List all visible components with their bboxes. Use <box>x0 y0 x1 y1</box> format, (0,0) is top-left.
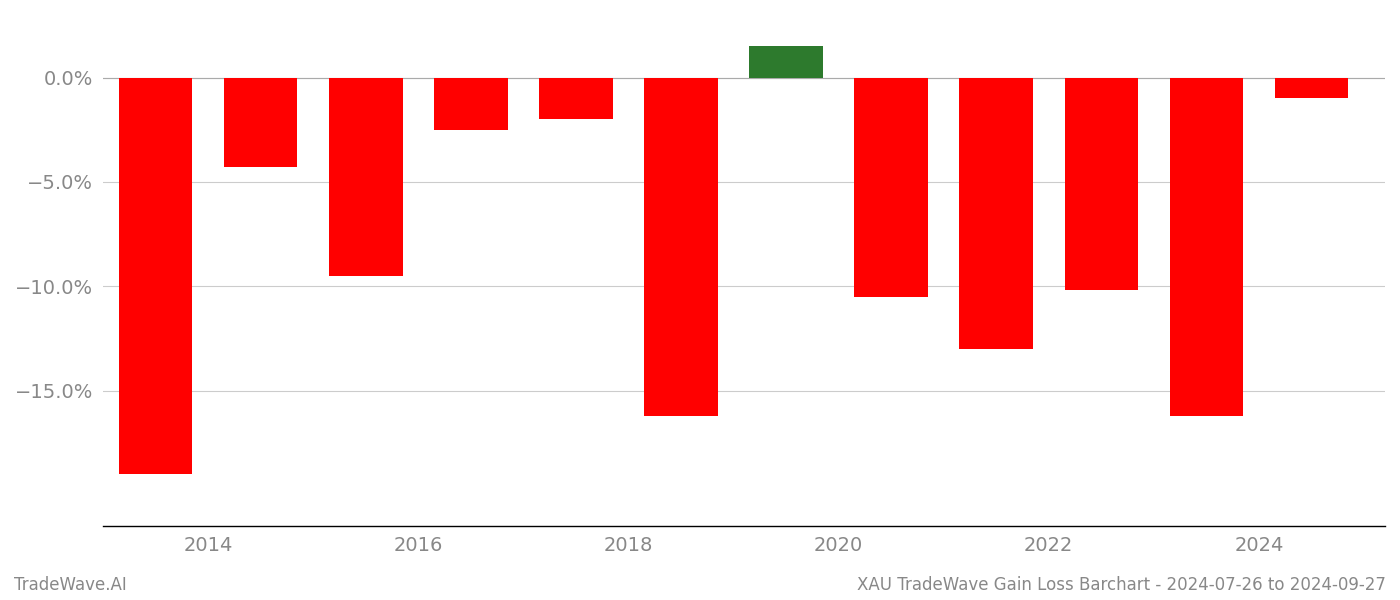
Text: TradeWave.AI: TradeWave.AI <box>14 576 127 594</box>
Bar <box>749 46 823 77</box>
Bar <box>119 77 192 474</box>
Bar <box>434 77 508 130</box>
Bar <box>539 77 613 119</box>
Bar <box>644 77 718 416</box>
Bar <box>959 77 1033 349</box>
Bar <box>1169 77 1243 416</box>
Text: XAU TradeWave Gain Loss Barchart - 2024-07-26 to 2024-09-27: XAU TradeWave Gain Loss Barchart - 2024-… <box>857 576 1386 594</box>
Bar <box>224 77 297 167</box>
Bar <box>1274 77 1348 98</box>
Bar <box>329 77 403 276</box>
Bar <box>1064 77 1138 290</box>
Bar <box>854 77 928 297</box>
